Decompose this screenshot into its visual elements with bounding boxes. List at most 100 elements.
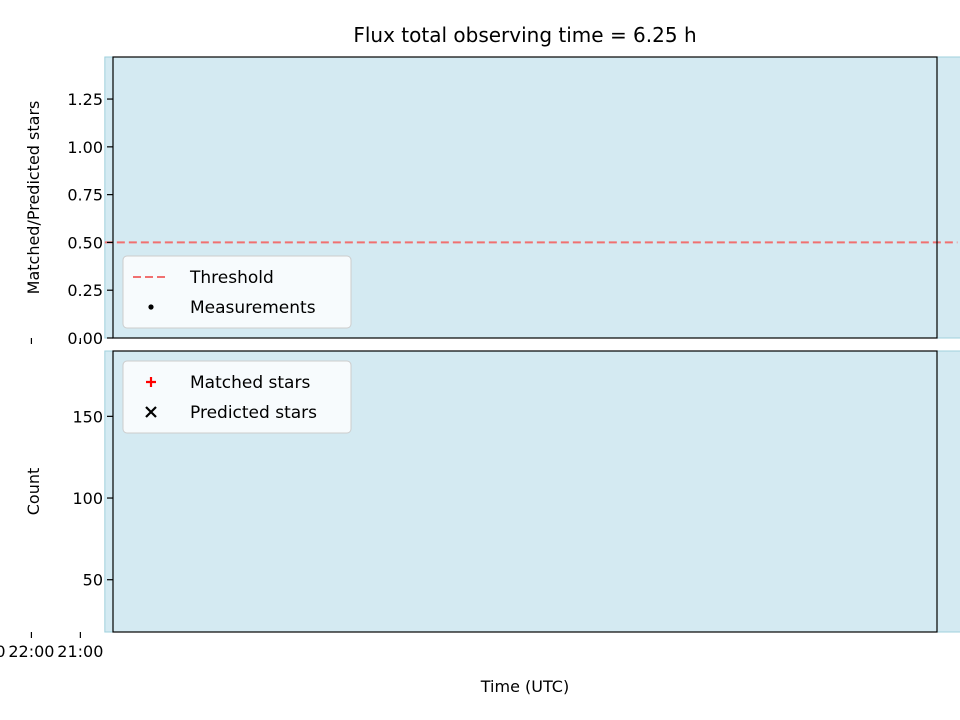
data-point: [81, 117, 86, 122]
data-point: [37, 575, 47, 585]
data-point: [11, 116, 16, 121]
data-point: [68, 225, 73, 230]
data-point: [69, 558, 79, 568]
data-point: [0, 405, 10, 415]
data-point: [14, 511, 24, 521]
data-point: [63, 565, 73, 575]
data-point: [50, 165, 55, 170]
data-point: [45, 583, 55, 593]
data-point: [50, 555, 60, 565]
ratio-panel: 0.00 0.25 0.50 0.75 1.00 1.25 Matched/Predicte…: [0, 56, 960, 348]
data-point: [55, 555, 65, 565]
data-point: [0, 469, 5, 479]
data-point: [47, 560, 57, 570]
data-point: [32, 567, 42, 577]
data-point: [87, 179, 92, 184]
data-point: [71, 565, 81, 575]
data-point: [66, 599, 76, 609]
data-point: [82, 514, 92, 524]
data-point: [53, 557, 63, 567]
data-point: [40, 585, 50, 595]
data-point: [0, 457, 10, 467]
data-point: [19, 545, 29, 555]
data-point: [79, 522, 89, 532]
data-point: [94, 465, 104, 475]
y-axis-title: Matched/Predicted stars: [24, 101, 43, 295]
data-point: [94, 116, 99, 121]
data-point: [47, 192, 52, 197]
data-point: [29, 563, 39, 573]
y-tick-label: 1.00: [67, 138, 103, 157]
data-point: [40, 585, 50, 595]
plot-frame: [112, 56, 938, 339]
data-point: [47, 553, 57, 563]
data-point: [71, 609, 81, 619]
data-point: [24, 550, 34, 560]
data-point: [63, 555, 73, 565]
data-point: [53, 555, 63, 565]
data-point: [8, 102, 13, 107]
y-tick-label: 50: [83, 571, 103, 590]
data-point: [6, 480, 16, 490]
data-point: [87, 534, 97, 544]
y-tick-label: 150: [72, 407, 103, 426]
data-point: [34, 588, 44, 598]
data-point: [76, 169, 81, 174]
data-point: [11, 488, 21, 498]
data-point: [66, 125, 71, 130]
data-point: [44, 204, 49, 209]
legend-marker: [148, 304, 154, 310]
data-point: [71, 211, 76, 216]
data-point: [22, 565, 32, 575]
data-point: [84, 539, 94, 549]
data-point: [13, 156, 18, 161]
y-tick-label: 0.50: [67, 233, 103, 252]
data-point: [3, 428, 13, 438]
data-point: [45, 557, 55, 567]
data-point: [26, 542, 36, 552]
data-point: [50, 555, 60, 565]
data-point: [8, 480, 18, 490]
y-tick-label: 1.25: [67, 90, 103, 109]
data-point: [58, 125, 63, 130]
data-point: [26, 531, 36, 541]
data-point: [0, 95, 3, 100]
data-point: [16, 516, 26, 526]
legend-marker: [146, 377, 156, 387]
data-point: [0, 444, 3, 454]
data-point: [3, 459, 13, 469]
legend-label: Matched stars: [190, 373, 310, 393]
legend-label: Predicted stars: [190, 403, 317, 423]
data-point: [37, 552, 47, 562]
y-axis-title: Count: [24, 468, 43, 516]
count-panel: 21:0022:0023:0000:0001:0002:0003:0050100…: [0, 350, 960, 661]
data-point: [74, 552, 84, 562]
legend-box: [122, 360, 352, 434]
legend: Matched stars Predicted stars: [122, 360, 352, 434]
data-point: [19, 135, 24, 140]
data-point: [84, 514, 94, 524]
y-tick-label: 0.75: [67, 186, 103, 205]
y-tick-label: 0.25: [67, 281, 103, 300]
legend-label: Threshold: [189, 268, 274, 288]
data-point: [3, 96, 8, 101]
data-point: [66, 558, 76, 568]
data-point: [84, 121, 89, 126]
data-point: [5, 116, 10, 121]
x-axis-title: Time (UTC): [480, 677, 569, 696]
data-point: [58, 537, 68, 547]
data-point: [0, 423, 8, 433]
x-tick-label: 23:00: [0, 642, 6, 661]
data-point: [76, 527, 86, 537]
y-tick-label: 0.00: [67, 329, 103, 348]
data-point: [42, 555, 52, 565]
data-point: [0, 469, 8, 479]
data-point: [79, 129, 84, 134]
data-point: [14, 518, 24, 528]
x-tick-label: 22:00: [8, 642, 54, 661]
data-point: [0, 462, 3, 472]
plot-frame: [112, 350, 938, 633]
legend-label: Measurements: [190, 298, 316, 318]
data-point: [60, 140, 65, 145]
data-point: [55, 148, 60, 153]
